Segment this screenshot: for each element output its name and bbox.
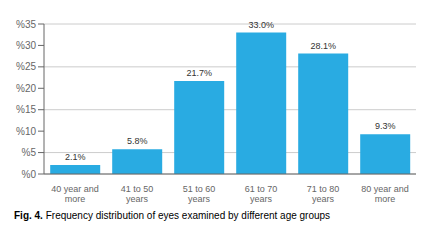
svg-text:9.3%: 9.3% [375,121,396,131]
svg-text:41 to 50years: 41 to 50years [121,184,154,204]
svg-text:61 to 70years: 61 to 70years [245,184,278,204]
svg-text:%10: %10 [16,126,36,137]
svg-text:51 to 60years: 51 to 60years [183,184,216,204]
svg-text:28.1%: 28.1% [310,41,336,51]
svg-text:%20: %20 [16,83,36,94]
html-text:Fig. 4. Frequency distribution: Fig. 4. Frequency distribution of eyes e… [14,210,331,221]
svg-text:%25: %25 [16,61,36,72]
svg-text:5.8%: 5.8% [127,136,148,146]
svg-text:40 year andmore: 40 year andmore [51,184,99,204]
svg-text:80 year andmore: 80 year andmore [361,184,409,204]
svg-text:33.0%: 33.0% [248,20,274,30]
svg-text:%35: %35 [16,19,36,30]
svg-text:%5: %5 [22,147,37,158]
svg-text:71 to 80years: 71 to 80years [307,184,340,204]
svg-text:%0: %0 [22,169,37,180]
svg-text:%30: %30 [16,40,36,51]
svg-text:2.1%: 2.1% [65,152,86,162]
svg-text:%15: %15 [16,104,36,115]
svg-text:21.7%: 21.7% [186,68,212,78]
